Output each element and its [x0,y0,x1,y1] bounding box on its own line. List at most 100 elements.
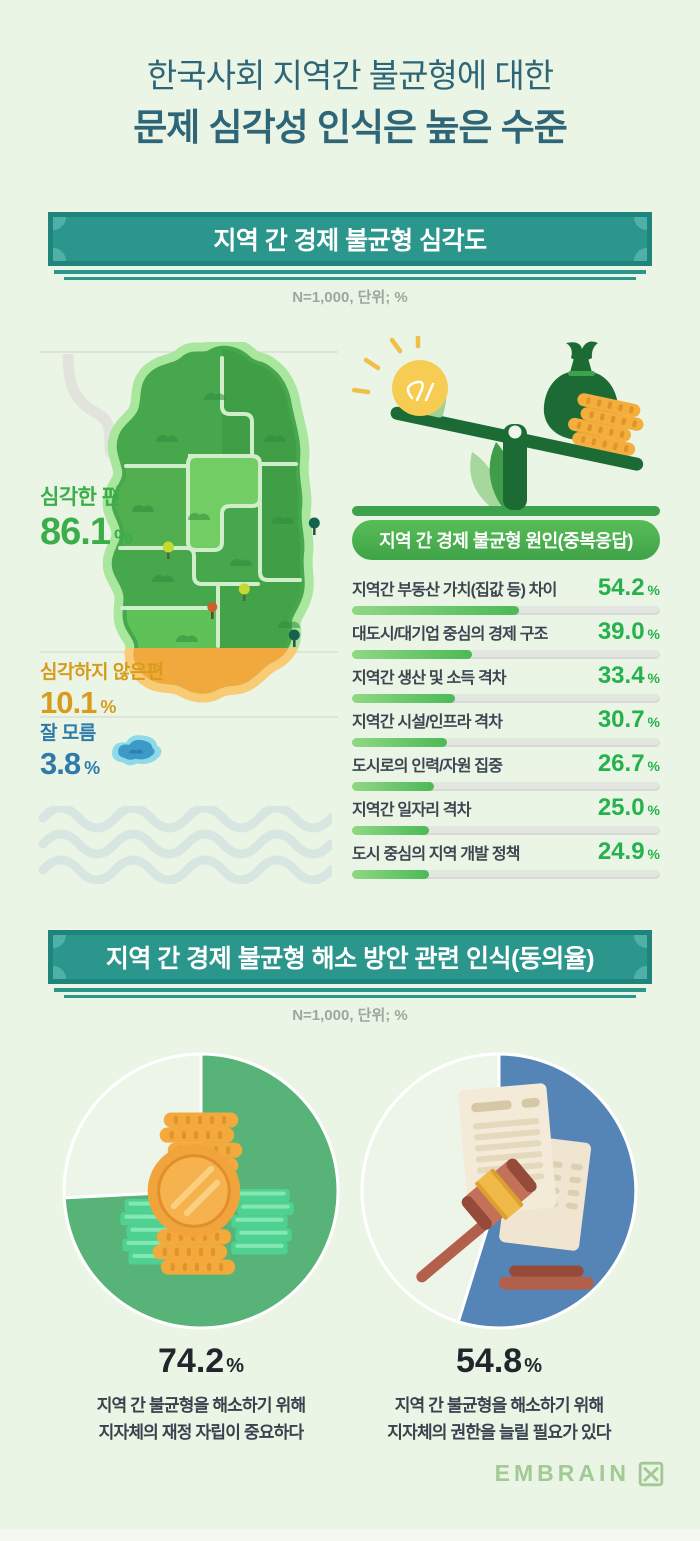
pie1-number: 74.2 [158,1342,225,1380]
percent-sign: % [524,1355,542,1377]
pie1-caption: 지역 간 불균형을 해소하기 위해 지자체의 재정 자립이 중요하다 [41,1392,361,1446]
pivot-dot [508,425,522,439]
cause-number: 24.9 [597,838,645,865]
banner-shadow-line [54,988,646,992]
cause-label: 지역간 일자리 격차 [352,802,471,819]
pie1-caption-line2: 지자체의 재정 자립이 중요하다 [98,1423,305,1442]
cause-bar-fill [352,870,429,879]
stat-dont-know-number: 3.8 [40,746,81,781]
jeju-island-illustration [112,735,162,766]
map-trees [162,517,320,647]
stat-serious-value: 86.1% [40,511,133,559]
cause-row: 지역간 부동산 가치(집값 등) 차이 54.2% [352,576,660,615]
cause-value: 25.0% [598,796,660,822]
cause-label: 도시로의 인력/자원 집중 [352,758,503,775]
cause-number: 39.0 [597,618,645,645]
section2-banner-title: 지역 간 경제 불균형 해소 방안 관련 인식(동의율) [105,945,595,973]
cause-label: 지역간 생산 및 소득 격차 [352,670,507,687]
cause-value: 30.7% [598,708,660,734]
banner-shadow-line [54,270,646,274]
cause-label: 도시 중심의 지역 개발 정책 [352,846,521,863]
cause-row: 도시 중심의 지역 개발 정책 24.9% [352,840,660,879]
gavel-base [499,1265,594,1290]
pie1-caption-line1: 지역 간 불균형을 해소하기 위해 [96,1396,306,1415]
title-line-2: 문제 심각성 인식은 높은 수준 [133,107,568,148]
pie2-caption: 지역 간 불균형을 해소하기 위해 지자체의 권한을 늘릴 필요가 있다 [339,1392,659,1446]
causes-header-label: 지역 간 경제 불균형 원인(중복응답) [379,531,633,551]
percent-sign: % [647,582,660,598]
stat-not-serious: 심각하지 않은편 10.1% [40,660,164,725]
seesaw-illustration [352,336,660,516]
pie-fiscal-independence [62,1052,340,1330]
cause-row: 지역간 일자리 격차 25.0% [352,796,660,835]
percent-sign: % [647,714,660,730]
banner-shadow-line [64,277,636,280]
cause-number: 25.0 [597,794,645,821]
cause-number: 30.7 [597,706,645,733]
waves-decoration [38,806,332,884]
cause-label: 지역간 부동산 가치(집값 등) 차이 [352,582,557,599]
percent-sign: % [647,670,660,686]
cause-row: 도시로의 인력/자원 집중 26.7% [352,752,660,791]
percent-sign: % [647,802,660,818]
stat-not-serious-number: 10.1 [40,685,97,720]
section2-sample-note: N=1,000, 단위; % [292,1007,408,1024]
percent-sign: % [647,626,660,642]
sun-rays [352,336,421,395]
embrain-logo-text: EMBRAIN [494,1460,630,1486]
cause-bar-track [352,738,660,747]
stat-serious: 심각한 편 86.1% [40,484,133,559]
korea-map-illustration [72,342,320,714]
causes-header: 지역 간 경제 불균형 원인(중복응답) [352,520,660,560]
banner-shadow-line [64,995,636,998]
pie1-value: 74.2% [41,1342,361,1381]
section1-sample-note: N=1,000, 단위; % [292,289,408,306]
percent-sign: % [100,697,116,717]
percent-sign: % [226,1355,244,1377]
coins-illustration [120,1112,294,1275]
pie-authority-expansion [360,1052,638,1330]
cause-bar-track [352,650,660,659]
stat-serious-label: 심각한 편 [40,486,121,509]
title-line-1: 한국사회 지역간 불균형에 대한 [146,57,554,94]
cause-row: 대도시/대기업 중심의 경제 구조 39.0% [352,620,660,659]
map-province-borders [118,356,302,648]
stat-not-serious-value: 10.1% [40,685,164,725]
cause-value: 24.9% [598,840,660,866]
cause-row: 지역간 생산 및 소득 격차 33.4% [352,664,660,703]
ground [352,506,660,516]
cause-bar-fill [352,606,519,615]
cause-value: 33.4% [598,664,660,690]
cause-value: 26.7% [598,752,660,778]
cause-bar-fill [352,826,429,835]
percent-sign: % [647,846,660,862]
embrain-logo: EMBRAIN [495,1460,664,1487]
cause-bar-track [352,606,660,615]
pie2-caption-line2: 지자체의 권한을 늘릴 필요가 있다 [387,1423,611,1442]
embrain-logomark-icon [638,1461,664,1486]
stat-not-serious-label: 심각하지 않은편 [40,662,164,683]
cause-number: 54.2 [597,574,645,601]
road-decoration [62,354,116,458]
cause-label: 대도시/대기업 중심의 경제 구조 [352,626,548,643]
stat-serious-number: 86.1 [40,511,111,553]
gavel [416,1158,537,1283]
cause-value: 39.0% [598,620,660,646]
map-central-province [186,454,262,552]
beam [390,406,644,471]
gavel-illustration [416,1083,594,1290]
cause-bar-track [352,826,660,835]
section1-banner-title: 지역 간 경제 불균형 심각도 [213,227,487,255]
pie2-value: 54.8% [339,1342,659,1381]
cause-bar-fill [352,650,473,659]
cause-bar-fill [352,694,455,703]
cause-bar-fill [352,782,435,791]
cause-bar-fill [352,738,447,747]
page-title: 한국사회 지역간 불균형에 대한 문제 심각성 인식은 높은 수준 [0,52,700,156]
bottom-strip [0,1529,700,1541]
cause-number: 26.7 [597,750,645,777]
pie2-number: 54.8 [456,1342,523,1380]
percent-sign: % [647,758,660,774]
stat-dont-know-label: 잘 모름 [40,723,96,744]
